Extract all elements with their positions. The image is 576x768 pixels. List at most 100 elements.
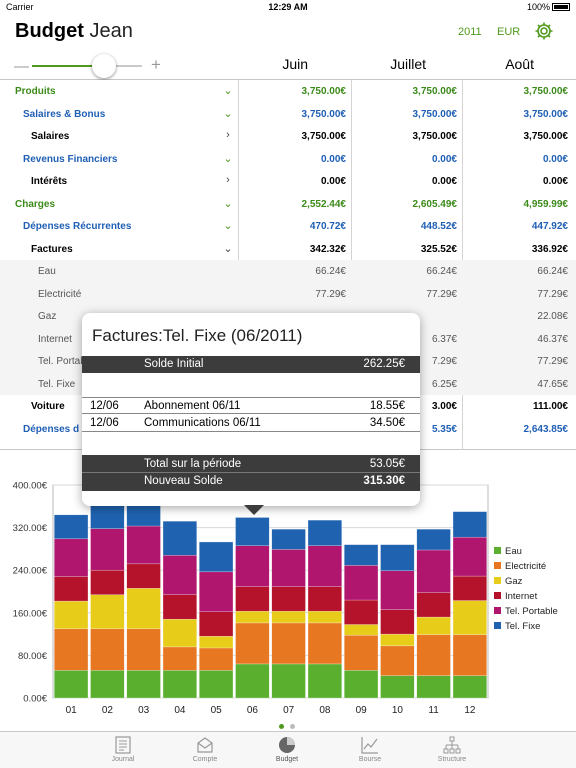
year-button[interactable]: 2011 <box>458 26 482 38</box>
tab-compte[interactable]: Compte <box>175 735 235 763</box>
chart-bar-segment[interactable] <box>162 618 197 648</box>
page-dot[interactable] <box>290 724 295 729</box>
chevron-down-icon[interactable]: ⌄ <box>223 197 233 210</box>
row-value[interactable]: 66.24€ <box>537 266 568 277</box>
chart-bar-segment[interactable] <box>235 586 270 612</box>
row-value[interactable]: 6.25€ <box>431 378 457 390</box>
chart-bar-segment[interactable] <box>54 538 89 577</box>
chart-bar-segment[interactable] <box>380 544 415 571</box>
chart-bar-segment[interactable] <box>162 594 197 620</box>
row-value[interactable]: 22.08€ <box>537 311 568 322</box>
row-value[interactable]: 77.29€ <box>537 356 568 367</box>
chart-bar-segment[interactable] <box>235 517 270 546</box>
chart-bar-segment[interactable] <box>162 646 197 671</box>
zoom-slider-thumb[interactable] <box>92 54 116 78</box>
chart-bar-segment[interactable] <box>90 594 125 630</box>
chart-bar-segment[interactable] <box>199 647 234 671</box>
chart-bar-segment[interactable] <box>380 633 415 647</box>
chart-bar-segment[interactable] <box>162 555 197 595</box>
tab-structure[interactable]: Structure <box>422 735 482 763</box>
row-value[interactable]: 7.29€ <box>431 356 457 367</box>
row-value[interactable]: 336.92€ <box>531 243 568 255</box>
row-value[interactable]: 3,750.00€ <box>412 86 458 97</box>
popover-entry[interactable]: 12/06 Abonnement 06/11 18.55€ <box>82 397 420 414</box>
chart-bar-segment[interactable] <box>54 576 89 602</box>
chart-bar-segment[interactable] <box>307 622 342 665</box>
row-value[interactable]: 3,750.00€ <box>301 131 347 142</box>
chart-bar-segment[interactable] <box>235 545 270 587</box>
chevron-down-icon[interactable]: ⌄ <box>223 85 233 97</box>
page-dot-active[interactable] <box>279 724 284 729</box>
zoom-slider[interactable] <box>32 65 142 67</box>
row-value[interactable]: 0.00€ <box>320 153 346 165</box>
table-row[interactable]: Salaires › 3,750.00€ 3,750.00€ 3,750.00€ <box>0 125 576 148</box>
chart-bar-segment[interactable] <box>162 670 197 699</box>
chart-bar-segment[interactable] <box>54 628 89 671</box>
row-value[interactable]: 77.29€ <box>315 288 346 300</box>
chart-bar-segment[interactable] <box>126 670 161 699</box>
gear-icon[interactable] <box>534 21 554 41</box>
row-value[interactable]: 3,750.00€ <box>301 86 347 97</box>
row-value[interactable]: 3,750.00€ <box>301 108 347 120</box>
chevron-right-icon[interactable]: › <box>226 174 230 186</box>
row-value[interactable]: 2,552.44€ <box>301 198 347 210</box>
chart-bar-segment[interactable] <box>271 528 306 550</box>
chart-bar-segment[interactable] <box>199 670 234 699</box>
chart-bar-segment[interactable] <box>126 502 161 527</box>
chevron-down-icon[interactable]: ⌄ <box>223 152 233 165</box>
table-row[interactable]: Salaires & Bonus ⌄ 3,750.00€ 3,750.00€ 3,750… <box>0 103 576 126</box>
chart-bar-segment[interactable] <box>90 670 125 699</box>
chart-bar-segment[interactable] <box>54 600 89 630</box>
chart-bar-segment[interactable] <box>90 569 125 595</box>
chart-bar-segment[interactable] <box>126 525 161 565</box>
table-row[interactable]: Dépenses Récurrentes ⌄ 470.72€ 448.52€ 447.9… <box>0 215 576 238</box>
row-value[interactable]: 47.65€ <box>537 378 568 390</box>
table-row[interactable]: Eau 66.24€ 66.24€ 66.24€ <box>0 260 576 283</box>
chart-bar-segment[interactable] <box>452 634 487 676</box>
chart-bar-segment[interactable] <box>452 675 487 699</box>
row-value[interactable]: 448.52€ <box>420 221 457 232</box>
chart-bar-segment[interactable] <box>344 544 379 566</box>
chart-bar-segment[interactable] <box>307 610 342 624</box>
zoom-in-button[interactable]: + <box>151 55 161 74</box>
table-row[interactable]: Charges ⌄ 2,552.44€ 2,605.49€ 4,959.99€ <box>0 193 576 216</box>
row-value[interactable]: 0.00€ <box>542 176 568 187</box>
chart-bar-segment[interactable] <box>416 616 451 635</box>
row-value[interactable]: 447.92€ <box>531 221 568 232</box>
row-value[interactable]: 0.00€ <box>431 176 457 187</box>
row-value[interactable]: 6.37€ <box>431 333 457 345</box>
popover-entry[interactable]: 12/06 Communications 06/11 34.50€ <box>82 415 420 432</box>
tab-journal[interactable]: Journal <box>93 735 153 763</box>
table-row[interactable]: Factures ⌄ 342.32€ 325.52€ 336.92€ <box>0 238 576 261</box>
chart-bar-segment[interactable] <box>126 628 161 671</box>
chart-bar-segment[interactable] <box>344 565 379 601</box>
row-value[interactable]: 5.35€ <box>431 423 457 435</box>
chart-bar-segment[interactable] <box>271 549 306 587</box>
chart-bar-segment[interactable] <box>235 622 270 665</box>
tab-budget[interactable]: Budget <box>257 735 317 763</box>
chart-bar-segment[interactable] <box>416 675 451 699</box>
chart-bar-segment[interactable] <box>380 645 415 676</box>
row-value[interactable]: 77.29€ <box>537 288 568 300</box>
chart-bar-segment[interactable] <box>199 541 234 573</box>
chart-bar-segment[interactable] <box>344 634 379 671</box>
row-value[interactable]: 0.00€ <box>431 153 457 165</box>
row-value[interactable]: 3,750.00€ <box>523 86 569 97</box>
chart-bar-segment[interactable] <box>452 511 487 538</box>
chart-bar-segment[interactable] <box>416 634 451 676</box>
tab-bourse[interactable]: Bourse <box>340 735 400 763</box>
chevron-down-icon[interactable]: ⌄ <box>223 220 233 232</box>
chart-bar-segment[interactable] <box>416 528 451 551</box>
chart-bar-segment[interactable] <box>235 663 270 699</box>
row-value[interactable]: 77.29€ <box>426 288 457 300</box>
chart-bar-segment[interactable] <box>90 528 125 571</box>
zoom-out-button[interactable]: — <box>14 58 29 75</box>
row-value[interactable]: 2,643.85€ <box>523 423 569 435</box>
chart-bar-segment[interactable] <box>452 536 487 577</box>
row-value[interactable]: 3,750.00€ <box>412 108 458 120</box>
currency-button[interactable]: EUR <box>497 26 521 38</box>
chart-bar-segment[interactable] <box>199 571 234 612</box>
chart-bar-segment[interactable] <box>162 520 197 556</box>
chart-bar-segment[interactable] <box>54 514 89 540</box>
table-row[interactable]: Dépenses d 5.35€ 2,643.85€ <box>0 418 576 441</box>
